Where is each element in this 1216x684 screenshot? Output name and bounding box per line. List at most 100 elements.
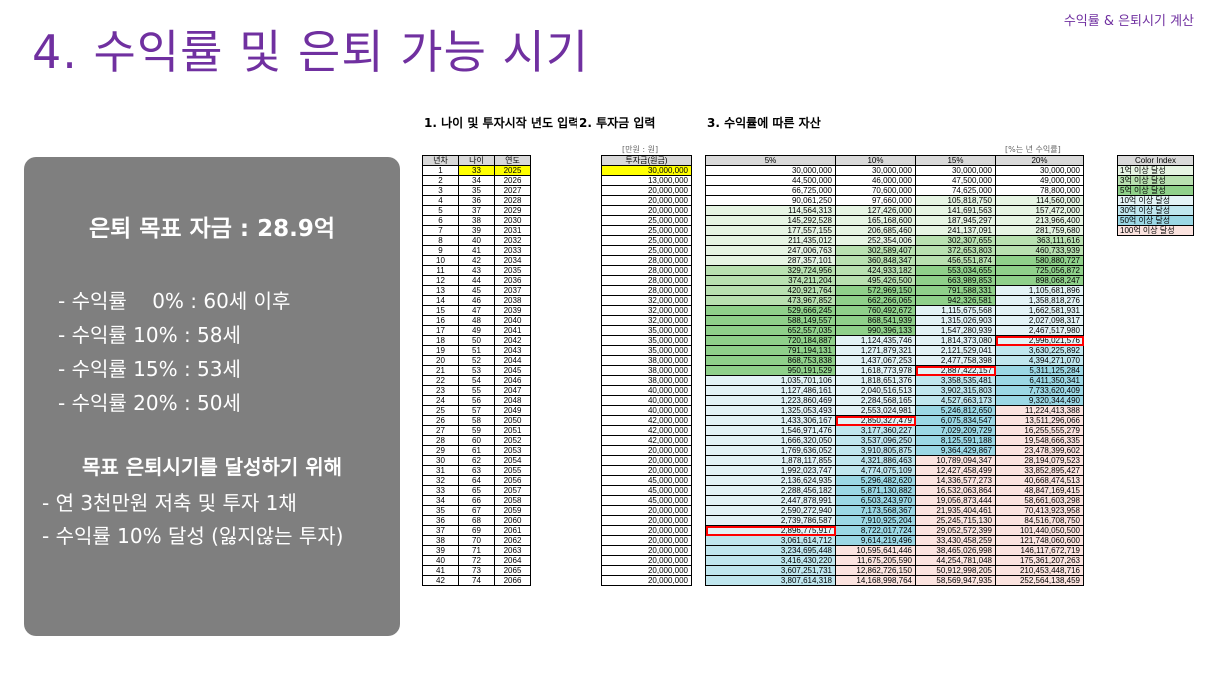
year-count-cell: 16: [422, 315, 459, 326]
principal-cell: 20,000,000: [601, 545, 692, 556]
legend-row: 10억 이상 달성: [1117, 195, 1194, 206]
table-row: 1,992,023,747 4,774,075,109 12,427,458,499…: [705, 465, 1084, 476]
table-row: 25 57 2049: [422, 405, 531, 416]
asset-cell-rate-20: 5,311,125,284: [995, 365, 1084, 376]
table-row: 1,433,306,167 2,850,327,479 6,075,834,547 1…: [705, 415, 1084, 426]
asset-cell-rate-10: 4,774,075,109: [835, 465, 916, 476]
year-cell: 2049: [494, 405, 531, 416]
table-row: 27 59 2051: [422, 425, 531, 436]
table-row: 287,357,101 360,848,347 456,551,874 580,880…: [705, 255, 1084, 266]
asset-cell-rate-5: 2,288,456,182: [705, 485, 836, 496]
principal-cell: 42,000,000: [601, 425, 692, 436]
asset-cell-rate-10: 127,426,000: [835, 205, 916, 216]
asset-cell-rate-5: 868,753,838: [705, 355, 836, 366]
table-row: 31 63 2055: [422, 465, 531, 476]
table-row: 41 73 2065: [422, 565, 531, 576]
principal-cell: 32,000,000: [601, 305, 692, 316]
asset-cell-rate-5: 791,194,131: [705, 345, 836, 356]
principal-cell: 25,000,000: [601, 235, 692, 246]
table-row: 247,006,763 302,589,407 372,653,803 460,733…: [705, 245, 1084, 256]
principal-cell: 20,000,000: [601, 575, 692, 586]
table-row: 13,000,000: [601, 175, 692, 186]
table-row: 38,000,000: [601, 355, 692, 366]
asset-cell-rate-10: 424,933,182: [835, 265, 916, 276]
year-count-cell: 31: [422, 465, 459, 476]
investment-table: 투자금(원금) 30,000,000 13,000,000 20,000,000 20…: [601, 155, 692, 586]
legend-item: 30억 이상 달성: [1117, 205, 1194, 216]
asset-cell-rate-10: 10,595,641,446: [835, 545, 916, 556]
year-cell: 2041: [494, 325, 531, 336]
table-row: 15 47 2039: [422, 305, 531, 316]
asset-cell-rate-15: 553,034,655: [915, 265, 996, 276]
legend-row: 5억 이상 달성: [1117, 185, 1194, 196]
asset-cell-rate-5: 420,921,764: [705, 285, 836, 296]
age-cell: 71: [458, 545, 495, 556]
asset-cell-rate-15: 21,935,404,461: [915, 505, 996, 516]
asset-cell-rate-10: 206,685,460: [835, 225, 916, 236]
asset-cell-rate-20: 40,668,474,513: [995, 475, 1084, 486]
asset-cell-rate-10: 662,266,065: [835, 295, 916, 306]
table-row: 35,000,000: [601, 345, 692, 356]
table-row: 211,435,012 252,354,006 302,307,655 363,111…: [705, 235, 1084, 246]
asset-cell-rate-10: 3,177,360,227: [835, 425, 916, 436]
table-row: 1,035,701,106 1,818,651,376 3,358,535,481 6…: [705, 375, 1084, 386]
table-row: 3,607,251,731 12,862,726,150 50,912,998,20…: [705, 565, 1084, 576]
table-row: 22 54 2046: [422, 375, 531, 386]
asset-cell-rate-20: 281,759,680: [995, 225, 1084, 236]
age-cell: 73: [458, 565, 495, 576]
asset-cell-rate-20: 725,056,872: [995, 265, 1084, 276]
table-row: 21 53 2045: [422, 365, 531, 376]
principal-cell: 32,000,000: [601, 295, 692, 306]
table-row: 20,000,000: [601, 575, 692, 586]
principal-cell: 20,000,000: [601, 205, 692, 216]
table-row: 588,149,557 868,541,939 1,315,026,903 2,027…: [705, 315, 1084, 326]
table-row: 2,739,786,587 7,910,925,204 25,245,715,130…: [705, 515, 1084, 526]
table-row: 28,000,000: [601, 275, 692, 286]
table-row: 34 66 2058: [422, 495, 531, 506]
asset-cell-rate-20: 1,662,581,931: [995, 305, 1084, 316]
year-cell: 2029: [494, 205, 531, 216]
table-row: 39 71 2063: [422, 545, 531, 556]
age-cell: 57: [458, 405, 495, 416]
table-row: 25,000,000: [601, 225, 692, 236]
asset-cell-rate-15: 663,989,853: [915, 275, 996, 286]
year-cell: 2046: [494, 375, 531, 386]
section-title-investment-input: 2. 투자금 입력: [577, 114, 656, 131]
asset-cell-rate-15: 791,588,331: [915, 285, 996, 296]
age-cell: 51: [458, 345, 495, 356]
asset-cell-rate-10: 3,910,805,875: [835, 445, 916, 456]
asset-cell-rate-10: 495,426,500: [835, 275, 916, 286]
table-row: 145,292,528 165,168,600 187,945,297 213,966…: [705, 215, 1084, 226]
asset-cell-rate-15: 7,029,209,729: [915, 425, 996, 436]
table-row: 45,000,000: [601, 495, 692, 506]
asset-cell-rate-20: 210,453,448,716: [995, 565, 1084, 576]
principal-cell: 45,000,000: [601, 495, 692, 506]
return-line-20: - 수익률 20% : 50세: [58, 391, 241, 415]
year-cell: 2057: [494, 485, 531, 496]
asset-cell-rate-10: 1,618,773,978: [835, 365, 916, 376]
principal-cell: 20,000,000: [601, 535, 692, 546]
asset-cell-rate-15: 1,814,373,080: [915, 335, 996, 346]
table-row: 1,223,860,469 2,284,568,165 4,527,663,173 9…: [705, 395, 1084, 406]
year-count-cell: 37: [422, 525, 459, 536]
action-line-saving: - 연 3천만원 저축 및 투자 1채: [42, 491, 297, 515]
year-cell: 2037: [494, 285, 531, 296]
table-row: 10 42 2034: [422, 255, 531, 266]
table-row: 26 58 2050: [422, 415, 531, 426]
year-count-cell: 2: [422, 175, 459, 186]
asset-cell-rate-5: 145,292,528: [705, 215, 836, 226]
legend-row: 3억 이상 달성: [1117, 175, 1194, 186]
asset-cell-rate-15: 9,364,429,867: [915, 445, 996, 456]
table-row: 529,666,245 760,492,672 1,115,675,568 1,662…: [705, 305, 1084, 316]
asset-cell-rate-5: 3,234,695,448: [705, 545, 836, 556]
asset-cell-rate-15: 456,551,874: [915, 255, 996, 266]
asset-cell-rate-15: 47,500,000: [915, 175, 996, 186]
asset-cell-rate-10: 5,871,130,882: [835, 485, 916, 496]
year-count-cell: 29: [422, 445, 459, 456]
age-cell: 63: [458, 465, 495, 476]
asset-cell-rate-10: 2,553,024,981: [835, 405, 916, 416]
principal-cell: 28,000,000: [601, 265, 692, 276]
age-cell: 44: [458, 275, 495, 286]
table-row: 20,000,000: [601, 545, 692, 556]
year-count-cell: 33: [422, 485, 459, 496]
